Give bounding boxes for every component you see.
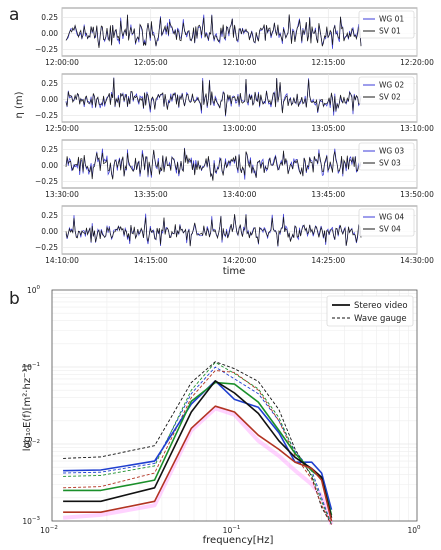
tick-exponent: −1	[232, 525, 240, 531]
subplot-1: −0.25 0.00 0.25 12:00:00 12:05:00 12:10:00 12:…	[35, 7, 434, 67]
tick-base: 10	[407, 526, 417, 535]
y-tick-label: 10−3	[22, 516, 40, 526]
y-tick-label: 0.00	[41, 161, 58, 170]
legend: WG 03 SV 03	[358, 142, 415, 171]
legend-label: WG 04	[379, 213, 404, 222]
tick-base: 10	[22, 440, 32, 449]
subplot-2: −0.25 0.00 0.25 12:50:00 12:55:00 13:00:00 13:…	[35, 73, 434, 133]
x-tick-label: 13:00:00	[223, 124, 257, 133]
x-tick-label: 12:05:00	[134, 58, 168, 67]
spectrum-dashed-series-5	[63, 366, 332, 525]
tick-exponent: −2	[50, 525, 58, 531]
y-tick-label: −0.25	[35, 177, 58, 186]
legend: WG 02 SV 02	[358, 76, 415, 105]
x-tick-label: 14:30:00	[400, 256, 434, 265]
legend-label: SV 02	[379, 93, 401, 102]
panel-a-xlabel: time	[223, 266, 246, 277]
tick-exponent: −3	[32, 516, 41, 522]
tick-base: 10	[40, 526, 50, 535]
legend-label: SV 01	[379, 27, 401, 36]
x-tick-label: 12:20:00	[400, 58, 434, 67]
series-line-stereo-video	[65, 214, 362, 247]
tick-base: 10	[22, 517, 32, 526]
x-tick-label: 12:50:00	[45, 124, 79, 133]
y-tick-label: 10−2	[22, 439, 40, 449]
series-line-stereo-video	[65, 148, 362, 181]
tick-exponent: −1	[32, 362, 40, 368]
y-tick-label: −0.25	[35, 243, 58, 252]
x-tick-label: 14:20:00	[223, 256, 257, 265]
y-tick-label: 0.25	[41, 13, 58, 22]
tick-base: 10	[223, 526, 233, 535]
y-tick-label: 10−1	[22, 362, 40, 372]
x-tick-label: 13:50:00	[400, 190, 434, 199]
panel-a-label: a	[9, 5, 19, 25]
x-tick-label: 13:05:00	[311, 124, 345, 133]
legend: Stereo video Wave gauge	[326, 295, 414, 327]
x-tick-label: 14:15:00	[134, 256, 168, 265]
tick-base: 10	[27, 286, 37, 295]
legend-label-stereo-video: Stereo video	[354, 301, 408, 311]
panel-b-label: b	[9, 289, 20, 309]
plot-frame	[51, 289, 418, 522]
x-tick-label: 14:10:00	[45, 256, 79, 265]
tick-exponent: −2	[32, 439, 40, 445]
y-tick-label: 0.00	[41, 227, 58, 236]
spectrum-solid-series-1	[63, 381, 333, 516]
spectrum-dashed-series-6	[63, 361, 332, 525]
y-tick-label: 0.25	[41, 211, 58, 220]
x-tick-label: 12:55:00	[134, 124, 168, 133]
panel-b-ylabel: log₁₀E(f)[m²·hz⁻¹]	[22, 365, 33, 452]
legend-label: WG 03	[379, 147, 404, 156]
spectrum-dashed-series-8	[63, 370, 332, 525]
y-tick-label: −0.25	[35, 45, 58, 54]
series-line-stereo-video	[65, 14, 362, 48]
x-tick-label: 100	[407, 525, 421, 535]
spectrum-solid-series-4	[62, 406, 334, 526]
legend-label: WG 01	[379, 15, 404, 24]
tick-base: 10	[22, 363, 32, 372]
x-tick-label: 10−1	[223, 525, 241, 535]
legend-label-wave-gauge: Wave gauge	[354, 314, 407, 324]
x-tick-label: 12:15:00	[311, 58, 345, 67]
y-tick-label: 100	[27, 285, 41, 295]
x-tick-label: 12:00:00	[45, 58, 79, 67]
y-tick-label: −0.25	[35, 111, 58, 120]
subplot-3: −0.25 0.00 0.25 13:30:00 13:35:00 13:40:00 13:…	[35, 139, 434, 199]
x-tick-label: 10−2	[40, 525, 58, 535]
spectrum-dashed-series-7	[63, 361, 332, 525]
y-tick-label: 0.25	[41, 79, 58, 88]
legend-label: WG 02	[379, 81, 404, 90]
subplot-4: −0.25 0.00 0.25 14:10:00 14:15:00 14:20:00 14:…	[35, 205, 434, 265]
x-tick-label: 13:45:00	[311, 190, 345, 199]
x-tick-label: 14:25:00	[311, 256, 345, 265]
series-line-stereo-video	[65, 77, 362, 116]
x-tick-label: 13:10:00	[400, 124, 434, 133]
legend-label: SV 04	[379, 225, 401, 234]
x-tick-label: 13:30:00	[45, 190, 79, 199]
x-tick-label: 12:10:00	[223, 58, 257, 67]
tick-exponent: 0	[417, 525, 421, 531]
panel-a-timeseries: −0.25 0.00 0.25 12:00:00 12:05:00 12:10:00 12:…	[35, 7, 434, 265]
y-tick-label: 0.25	[41, 145, 58, 154]
x-tick-label: 13:35:00	[134, 190, 168, 199]
spectrum-solid-series-3	[63, 405, 333, 522]
y-tick-label: 0.00	[41, 95, 58, 104]
y-tick-label: 0.00	[41, 29, 58, 38]
x-tick-label: 13:40:00	[223, 190, 257, 199]
legend: WG 01 SV 01	[358, 10, 415, 39]
panel-a-ylabel: η (m)	[14, 91, 25, 118]
panel-b-xlabel: frequency[Hz]	[203, 535, 274, 546]
legend: WG 04 SV 04	[358, 208, 415, 237]
legend-label: SV 03	[379, 159, 401, 168]
tick-exponent: 0	[37, 285, 41, 291]
